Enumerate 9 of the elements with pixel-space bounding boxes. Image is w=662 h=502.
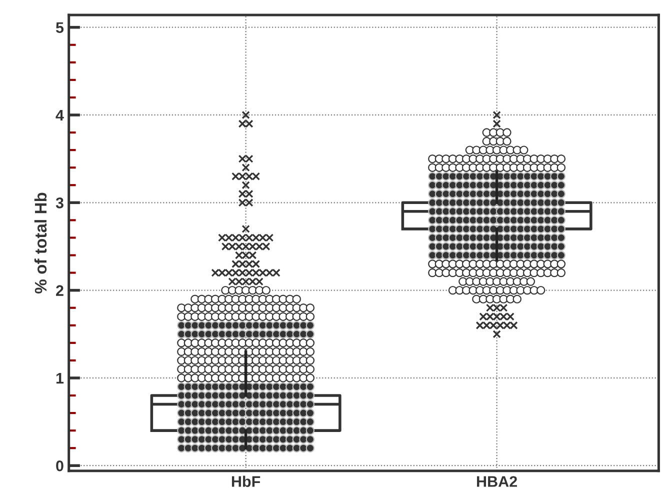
y-tick-label: 1 (56, 372, 64, 384)
y-tick-label: 4 (56, 110, 64, 121)
y-tick-label: 2 (56, 285, 64, 296)
y-axis-title: % of total Hb (34, 192, 47, 294)
x-tick-label: HBA2 (477, 476, 517, 487)
y-tick-label: 5 (56, 22, 64, 34)
y-tick-label: 3 (56, 198, 64, 208)
y-tick-label: 0 (56, 460, 64, 472)
x-tick-label: HbF (232, 476, 260, 487)
